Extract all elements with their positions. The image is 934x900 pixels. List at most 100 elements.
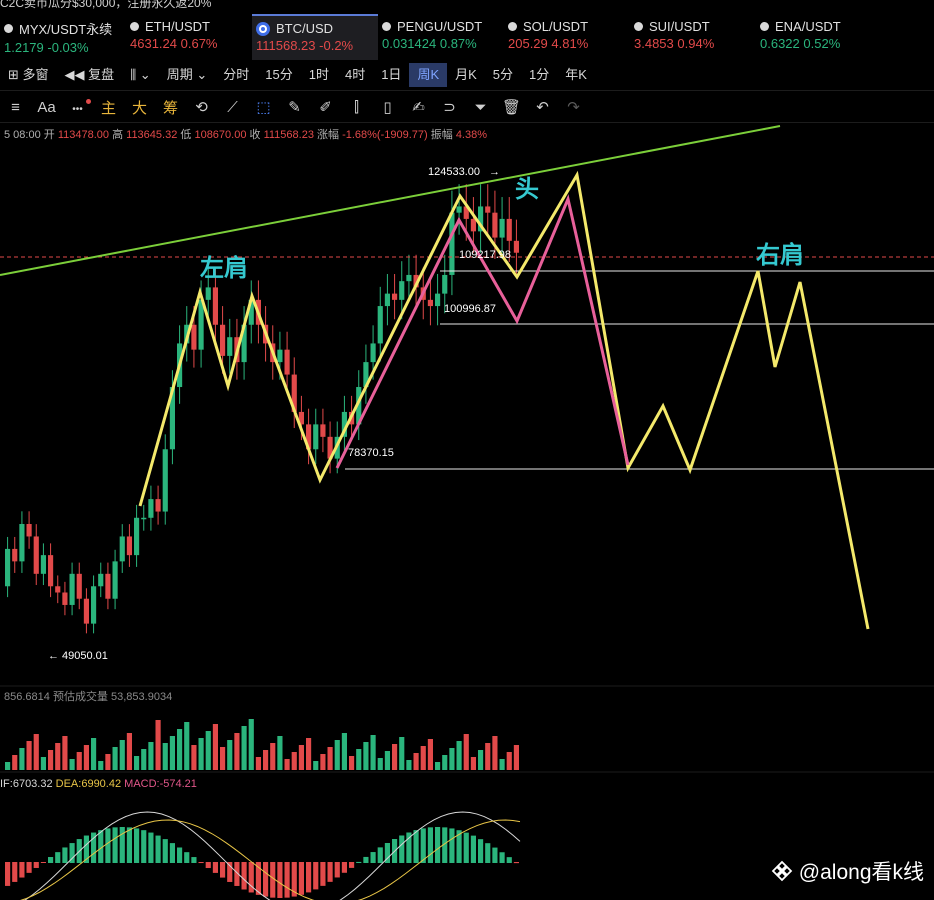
volume-bar	[98, 761, 104, 770]
candlestick-icon[interactable]: ⫿	[354, 98, 359, 116]
macd-bar	[413, 830, 419, 863]
volume-bar	[413, 753, 419, 770]
macd-bar	[435, 827, 441, 863]
candle-body	[162, 449, 168, 512]
ticker-price: 0.031424	[382, 36, 437, 51]
sub-indicator-button[interactable]: 大	[131, 99, 147, 117]
main-indicator-button[interactable]: 主	[100, 99, 116, 117]
ticker-4[interactable]: SOL/USDT 205.29 4.81%	[504, 14, 630, 60]
macd-bar	[406, 832, 412, 863]
macd-bar	[456, 830, 462, 863]
volume-bar	[313, 761, 319, 770]
candle-body	[320, 424, 326, 437]
macd-bar	[485, 843, 491, 863]
more-button[interactable]: •••	[62, 98, 93, 116]
sync-icon[interactable]: ⟲	[195, 99, 208, 116]
ticker-2[interactable]: BTC/USD 111568.23 -0.2%	[252, 14, 378, 60]
volume-bar	[399, 737, 405, 770]
candle-body	[392, 293, 398, 300]
volume-bar	[91, 738, 97, 770]
macd-bar	[198, 862, 204, 864]
edit-note-icon[interactable]: ✍	[412, 99, 425, 116]
ticker-5[interactable]: SUI/USDT 3.4853 0.94%	[630, 14, 756, 60]
timeframe-1[interactable]: 15分	[265, 67, 293, 82]
candle-body	[69, 573, 75, 605]
volume-bar	[76, 752, 82, 770]
volume-bar	[492, 736, 498, 770]
candle-body	[83, 598, 89, 624]
timeframe-0[interactable]: 分时	[223, 67, 250, 82]
timeframe-4[interactable]: 1日	[381, 67, 402, 82]
ticker-6[interactable]: ENA/USDT 0.6322 0.52%	[756, 14, 882, 60]
candle-body	[435, 293, 441, 307]
ticker-name: BTC/USD	[276, 21, 334, 36]
timeframe-2[interactable]: 1时	[308, 67, 329, 82]
trash-icon[interactable]: 🗑	[501, 99, 522, 116]
macd-bar	[384, 842, 390, 863]
ticker-3[interactable]: PENGU/USDT 0.031424 0.87%	[378, 14, 504, 60]
ticker-1[interactable]: ETH/USDT 4631.24 0.67%	[126, 14, 252, 60]
chip-button[interactable]: 筹	[162, 99, 178, 117]
promo-banner[interactable]: C2C卖币瓜分$30,000，注册永久返20%	[0, 0, 934, 10]
candle-body	[48, 555, 54, 587]
timeframe-5[interactable]: 周K	[409, 63, 448, 87]
filter-icon[interactable]: ⏷	[474, 98, 487, 116]
volume-bar	[119, 740, 125, 770]
arrow-right-icon: →	[489, 166, 500, 178]
right-shoulder-label: 右肩	[756, 241, 804, 269]
multi-window-button[interactable]: ⊞ 多窗	[8, 67, 49, 82]
macd-bar	[169, 843, 175, 863]
candle-body	[141, 517, 147, 520]
menu-icon[interactable]: ≡	[11, 98, 20, 116]
font-button[interactable]: Aa	[37, 98, 56, 116]
ticker-0[interactable]: MYX/USDT永续 1.2179 -0.03%	[0, 14, 126, 60]
rewind-icon: ◀◀	[64, 67, 85, 82]
macd-bar	[427, 827, 433, 863]
macd-bar	[184, 852, 190, 863]
ticker-bar: MYX/USDT永续 1.2179 -0.03% ETH/USDT 4631.24 0…	[0, 14, 934, 60]
macd-bar	[313, 862, 319, 890]
ruler-icon[interactable]: ⟋	[227, 98, 238, 116]
pattern-yellow-line	[138, 170, 870, 630]
macd-bar	[334, 862, 340, 878]
candlestick-icon: ⫼	[130, 67, 137, 82]
timeframe-3[interactable]: 4时	[344, 67, 366, 82]
undo-icon[interactable]: ↶	[536, 99, 549, 116]
volume-bar	[220, 747, 226, 770]
magnet-icon[interactable]: ⊃	[443, 99, 456, 116]
volume-bar	[384, 751, 390, 770]
volume-bar	[334, 740, 340, 770]
clipboard-icon[interactable]: ▯	[383, 99, 392, 116]
volume-bar	[105, 754, 111, 770]
brush-icon[interactable]: ✐	[319, 99, 332, 116]
timeframe-9[interactable]: 年K	[565, 67, 587, 82]
ticker-change: -0.2%	[319, 38, 354, 53]
select-box-icon[interactable]: ⬚	[256, 99, 271, 116]
period-dropdown[interactable]: 周期 ⌄	[166, 67, 208, 82]
price-chart[interactable]: 左肩 头 右肩 124533.00 → ← 49050.01 109217.98…	[0, 120, 934, 900]
restore-button[interactable]: ◀◀ 复盘	[64, 67, 115, 82]
timeframe-8[interactable]: 1分	[529, 67, 550, 82]
macd-bar	[126, 827, 132, 863]
drawing-toolbar: ≡ Aa ••• 主 大 筹 ⟲ ⟋ ⬚ ✎ ✐ ⫿ ▯ ✍ ⊃ ⏷ 🗑 ↶ ↷	[0, 94, 934, 120]
macd-bar	[5, 862, 11, 886]
volume-bar	[306, 738, 312, 770]
pattern-pink-line	[335, 194, 630, 469]
chart-type-dropdown[interactable]: ⫼ ⌄	[122, 63, 159, 87]
candle-body	[148, 499, 154, 518]
ticker-name: MYX/USDT永续	[19, 22, 113, 37]
macd-bar	[98, 830, 104, 863]
macd-bar	[12, 862, 18, 882]
redo-icon[interactable]: ↷	[567, 99, 580, 116]
candle-body	[112, 561, 118, 599]
left-shoulder-label: 左肩	[200, 254, 248, 282]
volume-bar	[227, 740, 233, 770]
timeframe-6[interactable]: 月K	[455, 67, 477, 82]
arrow-left-icon: ←	[48, 650, 59, 662]
volume-bar	[177, 729, 183, 770]
pencil-icon[interactable]: ✎	[288, 99, 301, 116]
candle-body	[40, 555, 46, 574]
timeframe-7[interactable]: 5分	[492, 67, 514, 82]
candle-body	[478, 206, 484, 232]
macd-bar	[255, 862, 261, 895]
